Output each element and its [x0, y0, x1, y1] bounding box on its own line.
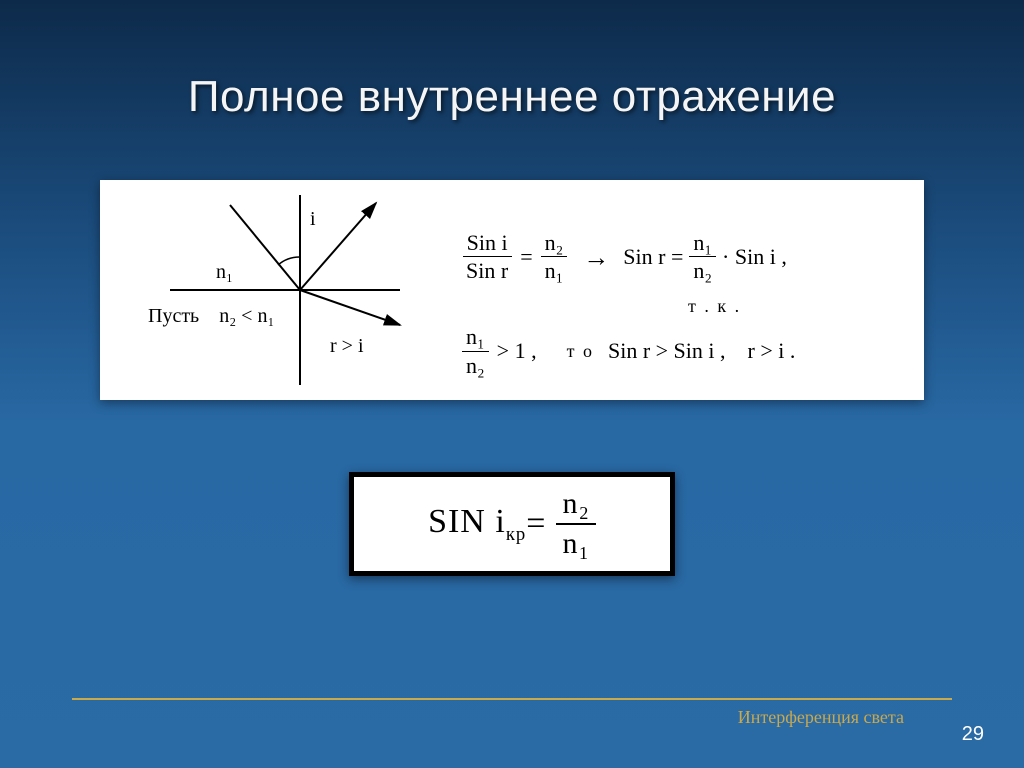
label-i: i — [310, 208, 316, 231]
equations-area: Sin i Sin r = n₂ n₁ → Sin r = n₁ n₂ · Si… — [460, 202, 924, 378]
formula-den: n₁ — [556, 525, 595, 561]
formula-num: n₂ — [556, 487, 595, 525]
num-n2: n₂ — [541, 230, 568, 257]
num-n1b: n₁ — [689, 230, 716, 257]
den-sin-r: Sin r — [462, 257, 512, 283]
derivation-panel: i n₁ Пусть n₂ < n₁ r > i Sin i Sin r = n… — [100, 180, 924, 400]
formula-eq: = — [526, 505, 546, 543]
formula-prefix: SIN i — [428, 503, 506, 540]
den-n2c: n₂ — [462, 352, 489, 378]
sinr-gt-sini: Sin r > Sin i , — [608, 338, 726, 363]
den-n2b: n₂ — [689, 257, 716, 283]
since-text: т . к . — [478, 296, 904, 317]
diagram-svg — [130, 195, 430, 385]
frac-sin-ratio: Sin i Sin r — [462, 230, 512, 284]
dot-sin-i: · Sin i , — [722, 244, 787, 269]
page-number: 29 — [962, 723, 984, 746]
r-gt-i-final: r > i . — [748, 338, 796, 363]
label-let: Пусть n₂ < n₁ — [148, 305, 274, 328]
num-sin-i: Sin i — [463, 230, 512, 257]
footer-caption: Интерференция света — [738, 707, 904, 728]
label-n1: n₁ — [216, 261, 233, 284]
arrow-icon: → — [583, 243, 609, 273]
diagram-area: i n₁ Пусть n₂ < n₁ r > i — [100, 180, 460, 400]
refraction-diagram: i n₁ Пусть n₂ < n₁ r > i — [130, 195, 430, 385]
sinr-eq-text: Sin r = — [623, 244, 683, 269]
gt1-text: > 1 , — [497, 338, 537, 363]
formula-frac: n₂ n₁ — [556, 487, 595, 561]
formula-lhs: SIN iкр — [428, 503, 526, 546]
den-n1: n₁ — [541, 257, 568, 283]
formula-sub: кр — [506, 523, 526, 544]
footer-divider — [72, 698, 952, 700]
label-r-gt-i: r > i — [330, 335, 364, 358]
let-prefix: Пусть — [148, 305, 199, 327]
critical-angle-formula: SIN iкр = n₂ n₁ — [349, 472, 675, 576]
frac-n2-n1: n₂ n₁ — [541, 230, 568, 284]
frac-n1-n2: n₁ n₂ — [689, 230, 716, 284]
equals-1: = — [520, 244, 532, 269]
num-n1c: n₁ — [462, 324, 489, 351]
let-ineq: n₂ < n₁ — [219, 305, 274, 327]
equation-row-1: Sin i Sin r = n₂ n₁ → Sin r = n₁ n₂ · Si… — [460, 230, 904, 284]
frac-n1-n2-b: n₁ n₂ — [462, 324, 489, 378]
equation-row-2: n₁ n₂ > 1 , т о Sin r > Sin i , r > i . — [460, 324, 904, 378]
then-text: т о — [567, 341, 594, 362]
slide-title: Полное внутреннее отражение — [0, 72, 1024, 122]
